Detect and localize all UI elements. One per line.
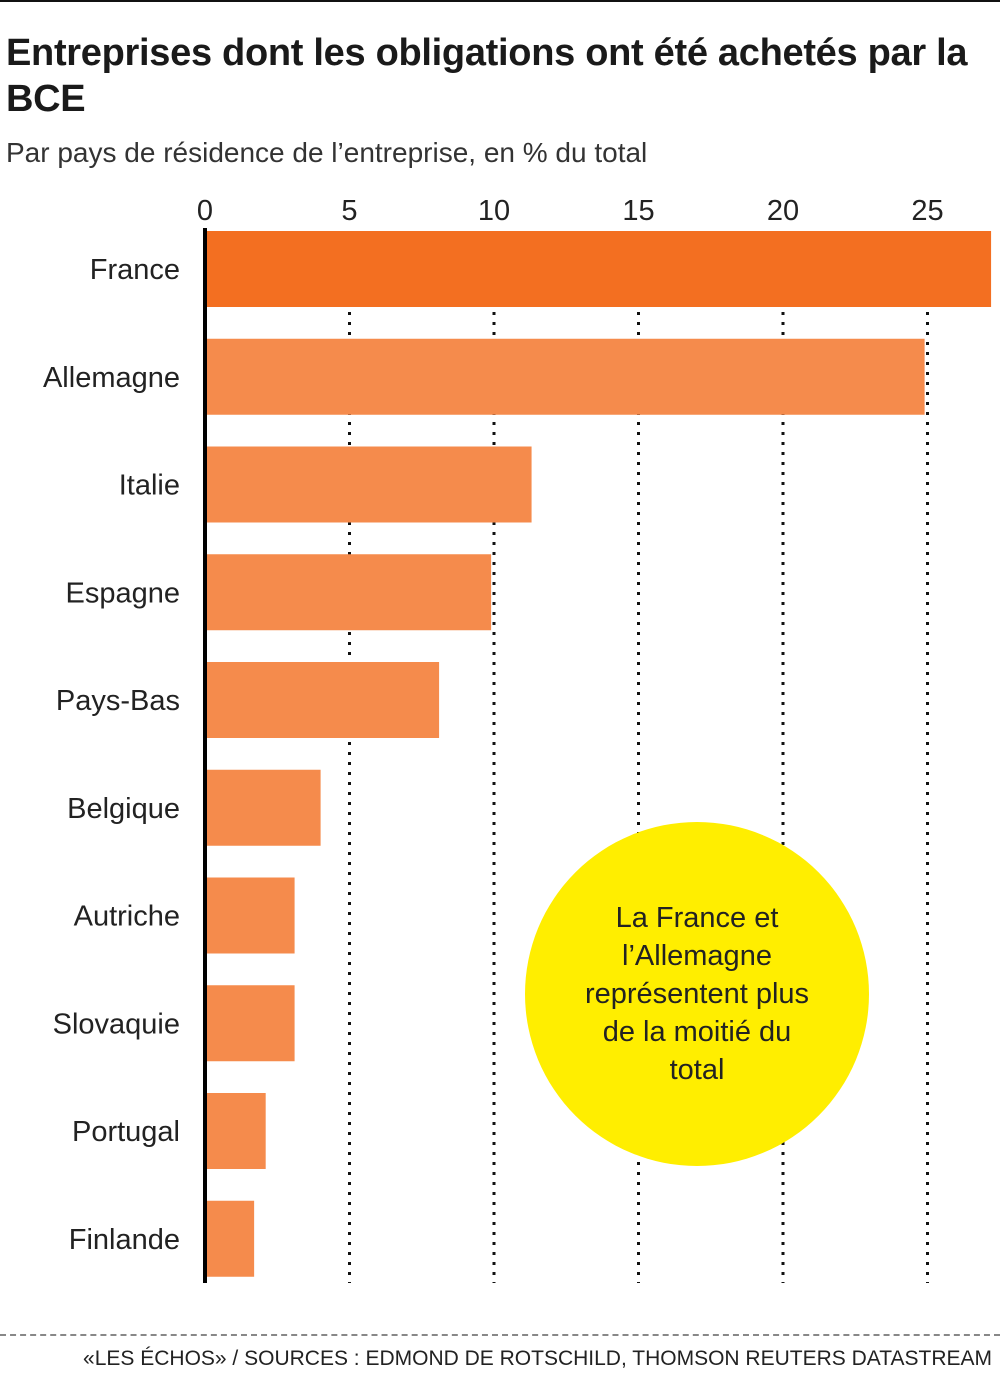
top-rule: [0, 0, 1000, 2]
bar-finlande: [205, 1200, 255, 1277]
annotation-text: La France et l’Allemagne représentent pl…: [584, 902, 810, 1086]
category-label-autriche: Autriche: [74, 901, 180, 933]
bar-belgique: [205, 769, 321, 846]
category-label-finlande: Finlande: [69, 1224, 180, 1256]
tick-label-25: 25: [911, 195, 943, 227]
category-label-france: France: [90, 254, 180, 286]
bar-autriche: [205, 877, 295, 954]
chart-title: Entreprises dont les obligations ont été…: [6, 32, 968, 120]
category-label-belgique: Belgique: [67, 793, 180, 825]
bar-portugal: [205, 1093, 266, 1169]
source-credit: «LES ÉCHOS» / SOURCES : EDMOND DE ROTSCH…: [83, 1347, 992, 1370]
category-label-portugal: Portugal: [72, 1116, 180, 1148]
bar-espagne: [205, 554, 492, 631]
category-label-italie: Italie: [119, 470, 180, 502]
chart-subtitle: Par pays de résidence de l’entreprise, e…: [6, 137, 648, 168]
category-label-slovaquie: Slovaquie: [53, 1008, 180, 1040]
tick-label-10: 10: [478, 195, 510, 227]
category-label-espagne: Espagne: [66, 577, 181, 609]
footer-separator: [0, 1334, 1000, 1336]
tick-label-0: 0: [197, 195, 213, 227]
tick-label-20: 20: [767, 195, 799, 227]
annotation-bubble: La France et l’Allemagne représentent pl…: [525, 822, 869, 1166]
tick-label-5: 5: [341, 195, 357, 227]
tick-label-15: 15: [622, 195, 654, 227]
bar-slovaquie: [205, 985, 295, 1062]
bar-chart: 0 5 10 15 20 25 France Allemagne Italie Espagne Pa…: [43, 195, 992, 1283]
bar-pays-bas: [205, 662, 440, 738]
category-label-allemagne: Allemagne: [43, 362, 180, 394]
bar-italie: [205, 446, 532, 523]
bar-france: [205, 231, 992, 307]
bar-allemagne: [205, 338, 925, 415]
category-label-pays-bas: Pays-Bas: [56, 685, 180, 717]
